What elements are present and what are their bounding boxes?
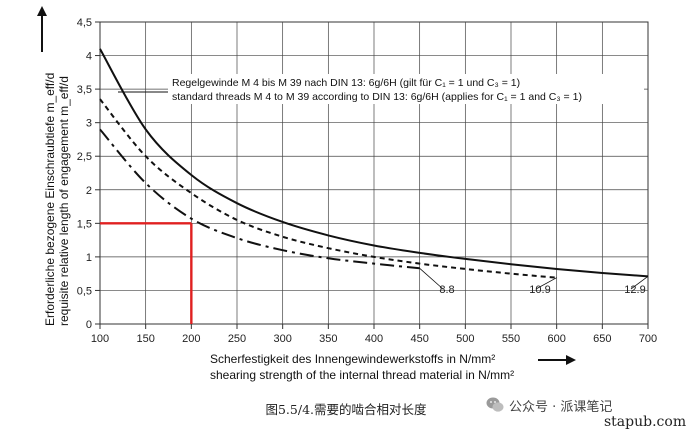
x-axis-title-de: Scherfestigkeit des Innengewindewerkstof…	[210, 352, 495, 366]
y-tick-label: 3,5	[77, 84, 92, 96]
series-line-8-8	[99, 128, 420, 270]
x-axis-arrowhead	[566, 355, 576, 365]
y-axis-title-de: Erforderliche bezogene Einschraubtiefe m…	[43, 73, 57, 326]
highlight-lines	[100, 222, 193, 324]
series-label-10-9: 10.9	[529, 284, 550, 296]
figure-caption: 图5.5/4.需要的啮合相对长度	[265, 402, 427, 417]
y-tick-label: 0,5	[77, 285, 92, 297]
y-tick-label: 2,5	[77, 151, 92, 163]
x-ticks: 100 150 200 250 300 350 400 450 500 550 600 650 700	[91, 324, 657, 345]
x-tick-label: 500	[456, 333, 474, 345]
x-axis-title-en: shearing strength of the internal thread…	[210, 368, 514, 382]
y-tick-label: 4	[86, 51, 92, 63]
watermark-site: stapub.com	[604, 414, 687, 430]
x-tick-label: 250	[228, 333, 246, 345]
x-tick-label: 150	[136, 333, 154, 345]
series-leader-10-9	[535, 277, 557, 290]
x-tick-label: 100	[91, 333, 109, 345]
x-tick-label: 550	[502, 333, 520, 345]
wechat-icon	[486, 397, 504, 412]
x-tick-label: 300	[273, 333, 291, 345]
annotation-line-en: standard threads M 4 to M 39 according t…	[172, 91, 582, 103]
curves	[99, 48, 649, 279]
y-axis-arrowhead	[37, 6, 47, 16]
series-line-12-9	[99, 48, 649, 278]
series-leader-12-9	[630, 276, 649, 290]
y-tick-label: 1,5	[77, 218, 92, 230]
x-tick-label: 200	[182, 333, 200, 345]
y-tick-label: 0	[86, 319, 92, 331]
x-tick-label: 450	[410, 333, 428, 345]
y-tick-label: 1	[86, 252, 92, 264]
series-labels: 8.8 10.9 12.9	[419, 267, 649, 296]
y-tick-label: 3	[86, 118, 92, 130]
y-tick-label: 2	[86, 185, 92, 197]
y-axis-title-en: requisite relative length of engagement …	[57, 76, 71, 326]
x-tick-label: 400	[365, 333, 383, 345]
x-tick-label: 600	[547, 333, 565, 345]
annotation-line-de: Regelgewinde M 4 bis M 39 nach DIN 13: 6…	[172, 77, 520, 89]
x-tick-label: 650	[593, 333, 611, 345]
watermark-text: 公众号 · 派课笔记	[509, 400, 613, 415]
series-label-12-9: 12.9	[624, 284, 645, 296]
series-line-10-9	[99, 98, 557, 279]
series-leader-8-8	[419, 267, 444, 290]
annotation-box	[168, 74, 644, 104]
y-ticks: 0 0,5 1 1,5 2 2,5 3 3,5 4 4,5	[77, 17, 100, 331]
x-tick-label: 350	[319, 333, 337, 345]
series-label-8-8: 8.8	[439, 284, 454, 296]
y-tick-label: 4,5	[77, 17, 92, 29]
grid	[100, 22, 648, 324]
x-tick-label: 700	[639, 333, 657, 345]
